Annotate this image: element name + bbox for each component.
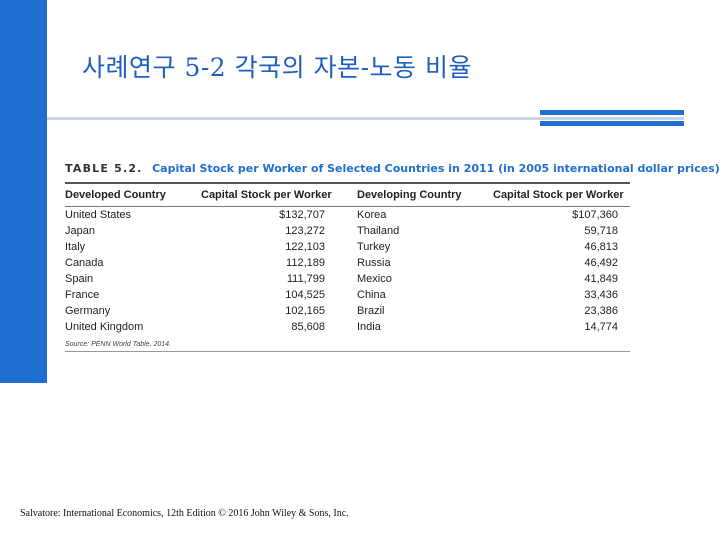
table-cell: Thailand — [357, 225, 400, 237]
table-cell: Brazil — [357, 305, 385, 317]
table-cell: 33,436 — [584, 289, 618, 301]
table-cell: 23,386 — [584, 305, 618, 317]
title-divider — [47, 117, 684, 120]
table-cell: Canada — [65, 257, 104, 269]
table-cell: 111,799 — [286, 273, 325, 285]
table-cell: Korea — [357, 209, 387, 221]
header-capital-stock-developed: Capital Stock per Worker — [201, 189, 332, 201]
table-row: Germany 102,165 Brazil 23,386 — [65, 303, 630, 319]
table-header-row: Developed Country Capital Stock per Work… — [65, 184, 630, 206]
divider-accent-top — [540, 110, 684, 115]
header-developing-country: Developing Country — [357, 189, 462, 201]
divider-accent-bottom — [540, 121, 684, 126]
table-cell: Russia — [357, 257, 391, 269]
table-cell: $107,360 — [572, 209, 618, 221]
table-cell: 46,492 — [584, 257, 618, 269]
table-cell: Japan — [65, 225, 95, 237]
table-cell: United Kingdom — [65, 321, 144, 333]
table-row: United Kingdom 85,608 India 14,774 — [65, 319, 630, 335]
table-rule-bottom — [65, 351, 630, 352]
header-developed-country: Developed Country — [65, 189, 166, 201]
table-cell: France — [65, 289, 100, 301]
table-cell: 85,608 — [291, 321, 325, 333]
slide-title: 사례연구 5-2 각국의 자본-노동 비율 — [82, 53, 472, 82]
table-cell: 41,849 — [584, 273, 618, 285]
table-figure: TABLE 5.2. Capital Stock per Worker of S… — [65, 160, 720, 352]
table-cell: United States — [65, 209, 132, 221]
table-cell: 112,189 — [286, 257, 325, 269]
table-cell: 46,813 — [584, 241, 618, 253]
table-cell: 14,774 — [584, 321, 618, 333]
table-row: Canada 112,189 Russia 46,492 — [65, 255, 630, 271]
table-cell: 59,718 — [584, 225, 618, 237]
table-cell: 102,165 — [285, 305, 325, 317]
table-title: TABLE 5.2. Capital Stock per Worker of S… — [65, 160, 720, 178]
table-cell: India — [357, 321, 381, 333]
table-cell: 104,525 — [285, 289, 325, 301]
left-accent-bar — [0, 0, 47, 383]
table-rule-top — [65, 182, 630, 184]
capital-stock-table: Developed Country Capital Stock per Work… — [65, 184, 630, 335]
table-caption: Capital Stock per Worker of Selected Cou… — [152, 162, 720, 175]
table-rule-mid — [65, 206, 630, 207]
table-row: Italy 122,103 Turkey 46,813 — [65, 239, 630, 255]
table-row: United States $132,707 Korea $107,360 — [65, 207, 630, 223]
header-capital-stock-developing: Capital Stock per Worker — [493, 189, 624, 201]
table-cell: $132,707 — [279, 209, 325, 221]
table-source: Source: PENN World Table, 2014. — [65, 341, 171, 348]
table-number: TABLE 5.2. — [65, 162, 143, 175]
table-cell: Italy — [65, 241, 86, 253]
table-cell: Spain — [65, 273, 94, 285]
table-row: Spain 111,799 Mexico 41,849 — [65, 271, 630, 287]
table-cell: Turkey — [357, 241, 391, 253]
table-cell: 122,103 — [285, 241, 325, 253]
footer-citation: Salvatore: International Economics, 12th… — [20, 508, 349, 519]
table-cell: China — [357, 289, 386, 301]
table-cell: Germany — [65, 305, 111, 317]
table-row: Japan 123,272 Thailand 59,718 — [65, 223, 630, 239]
table-cell: 123,272 — [285, 225, 325, 237]
table-cell: Mexico — [357, 273, 392, 285]
table-row: France 104,525 China 33,436 — [65, 287, 630, 303]
